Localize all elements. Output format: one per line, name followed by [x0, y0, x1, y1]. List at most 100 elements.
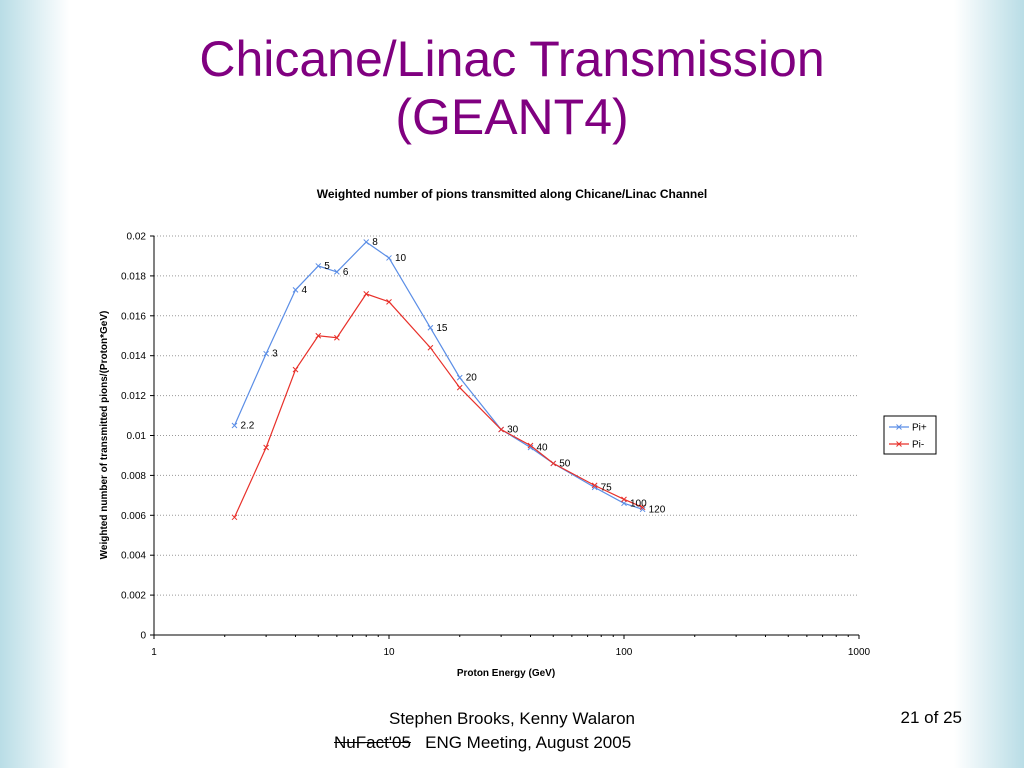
legend-entry: Pi- [889, 440, 924, 451]
slide-title: Chicane/Linac Transmission (GEANT4) [0, 30, 1024, 146]
data-point-pi [334, 269, 340, 275]
marker-stroke [315, 332, 322, 339]
data-point-pi [363, 291, 370, 297]
data-point-pi [456, 384, 463, 391]
marker-stroke [363, 239, 370, 245]
x-tick-label: 100 [616, 647, 633, 658]
marker-stroke [427, 324, 434, 331]
data-point-pi [427, 324, 434, 331]
data-point-pi [621, 496, 627, 503]
marker-stroke [334, 269, 340, 275]
data-point-pi [527, 442, 534, 449]
data-point-pi [386, 298, 392, 305]
marker-stroke [386, 298, 392, 305]
marker-stroke [231, 422, 238, 429]
footer-event-rest: ENG Meeting, August 2005 [425, 733, 632, 752]
footer-event: NuFact'05 ENG Meeting, August 2005 [334, 733, 631, 753]
marker-stroke [386, 255, 392, 261]
data-label: 6 [343, 267, 349, 278]
x-tick-label: 1 [151, 647, 157, 658]
data-label: 20 [466, 373, 478, 384]
y-tick-label: 0.01 [127, 431, 147, 442]
data-point-pi [639, 506, 646, 513]
marker-stroke [527, 444, 534, 451]
chart-title: Weighted number of pions transmitted alo… [317, 187, 707, 201]
data-label: 2.2 [240, 421, 254, 432]
marker-stroke [334, 334, 340, 341]
y-tick-label: 0.012 [121, 391, 146, 402]
y-tick-label: 0.016 [121, 311, 146, 322]
data-point-pi [315, 332, 322, 339]
data-point-pi [386, 255, 392, 261]
y-axis-label: Weighted number of transmitted pions/(Pr… [99, 311, 110, 560]
legend-marker [896, 441, 902, 447]
x-tick-label: 1000 [848, 647, 871, 658]
y-tick-label: 0 [140, 631, 146, 642]
data-point-pi [231, 514, 238, 521]
data-label: 75 [601, 482, 613, 493]
marker-stroke [292, 287, 299, 293]
marker-stroke [263, 444, 269, 451]
data-label: 40 [536, 442, 548, 453]
y-tick-label: 0.008 [121, 471, 146, 482]
marker-stroke [621, 496, 627, 503]
data-label: 4 [301, 285, 307, 296]
data-point-pi [456, 374, 463, 381]
legend-label: Pi+ [912, 423, 927, 434]
data-label: 50 [559, 458, 571, 469]
legend-marker [896, 424, 902, 430]
marker-stroke [263, 350, 269, 357]
marker-stroke [498, 426, 504, 433]
marker-stroke [527, 442, 534, 449]
line-chart: Weighted number of pions transmitted alo… [99, 187, 937, 679]
data-label: 3 [272, 349, 278, 360]
marker-stroke [896, 441, 902, 447]
y-tick-label: 0.014 [121, 351, 146, 362]
marker-stroke [896, 424, 902, 430]
page-number: 21 of 25 [900, 708, 962, 727]
y-tick-label: 0.004 [121, 551, 146, 562]
marker-stroke [231, 514, 238, 521]
x-tick-label: 10 [383, 647, 395, 658]
marker-stroke [292, 366, 299, 373]
data-point-pi [639, 504, 646, 511]
data-point-pi [591, 482, 598, 489]
data-point-pi [527, 444, 534, 451]
data-point-pi [550, 460, 557, 467]
footer-event-struck: NuFact'05 [334, 733, 411, 752]
data-label: 100 [630, 498, 647, 509]
y-tick-label: 0.006 [121, 511, 146, 522]
chart-panel: Weighted number of pions transmitted alo… [80, 168, 946, 698]
data-point-pi [315, 263, 322, 269]
data-label: 5 [324, 261, 330, 272]
legend-entry: Pi+ [889, 423, 927, 434]
marker-stroke [427, 344, 434, 351]
marker-stroke [591, 482, 598, 489]
data-point-pi [498, 426, 504, 433]
data-point-pi [363, 239, 370, 245]
data-label: 120 [649, 504, 666, 515]
data-point-pi [263, 444, 269, 451]
data-point-pi [427, 344, 434, 351]
marker-stroke [456, 374, 463, 381]
marker-stroke [363, 291, 370, 297]
footer-author: Stephen Brooks, Kenny Walaron [388, 709, 635, 728]
y-tick-label: 0.002 [121, 591, 146, 602]
data-point-pi [334, 334, 340, 341]
data-label: 8 [372, 237, 378, 248]
marker-stroke [550, 460, 557, 467]
data-label: 10 [395, 253, 407, 264]
data-point-pi [292, 366, 299, 373]
legend: Pi+ Pi- [883, 415, 937, 455]
x-axis-label: Proton Energy (GeV) [457, 668, 555, 679]
slide-title-line1: Chicane/Linac Transmission [199, 31, 825, 87]
legend-box [883, 415, 937, 455]
data-label: 30 [507, 425, 519, 436]
data-point-pi [292, 287, 299, 293]
legend-label: Pi- [912, 440, 924, 451]
y-tick-label: 0.02 [127, 232, 147, 243]
series-line-pi [233, 241, 643, 510]
slide-title-line2: (GEANT4) [395, 89, 629, 145]
marker-stroke [639, 506, 646, 513]
data-point-pi [231, 422, 238, 429]
